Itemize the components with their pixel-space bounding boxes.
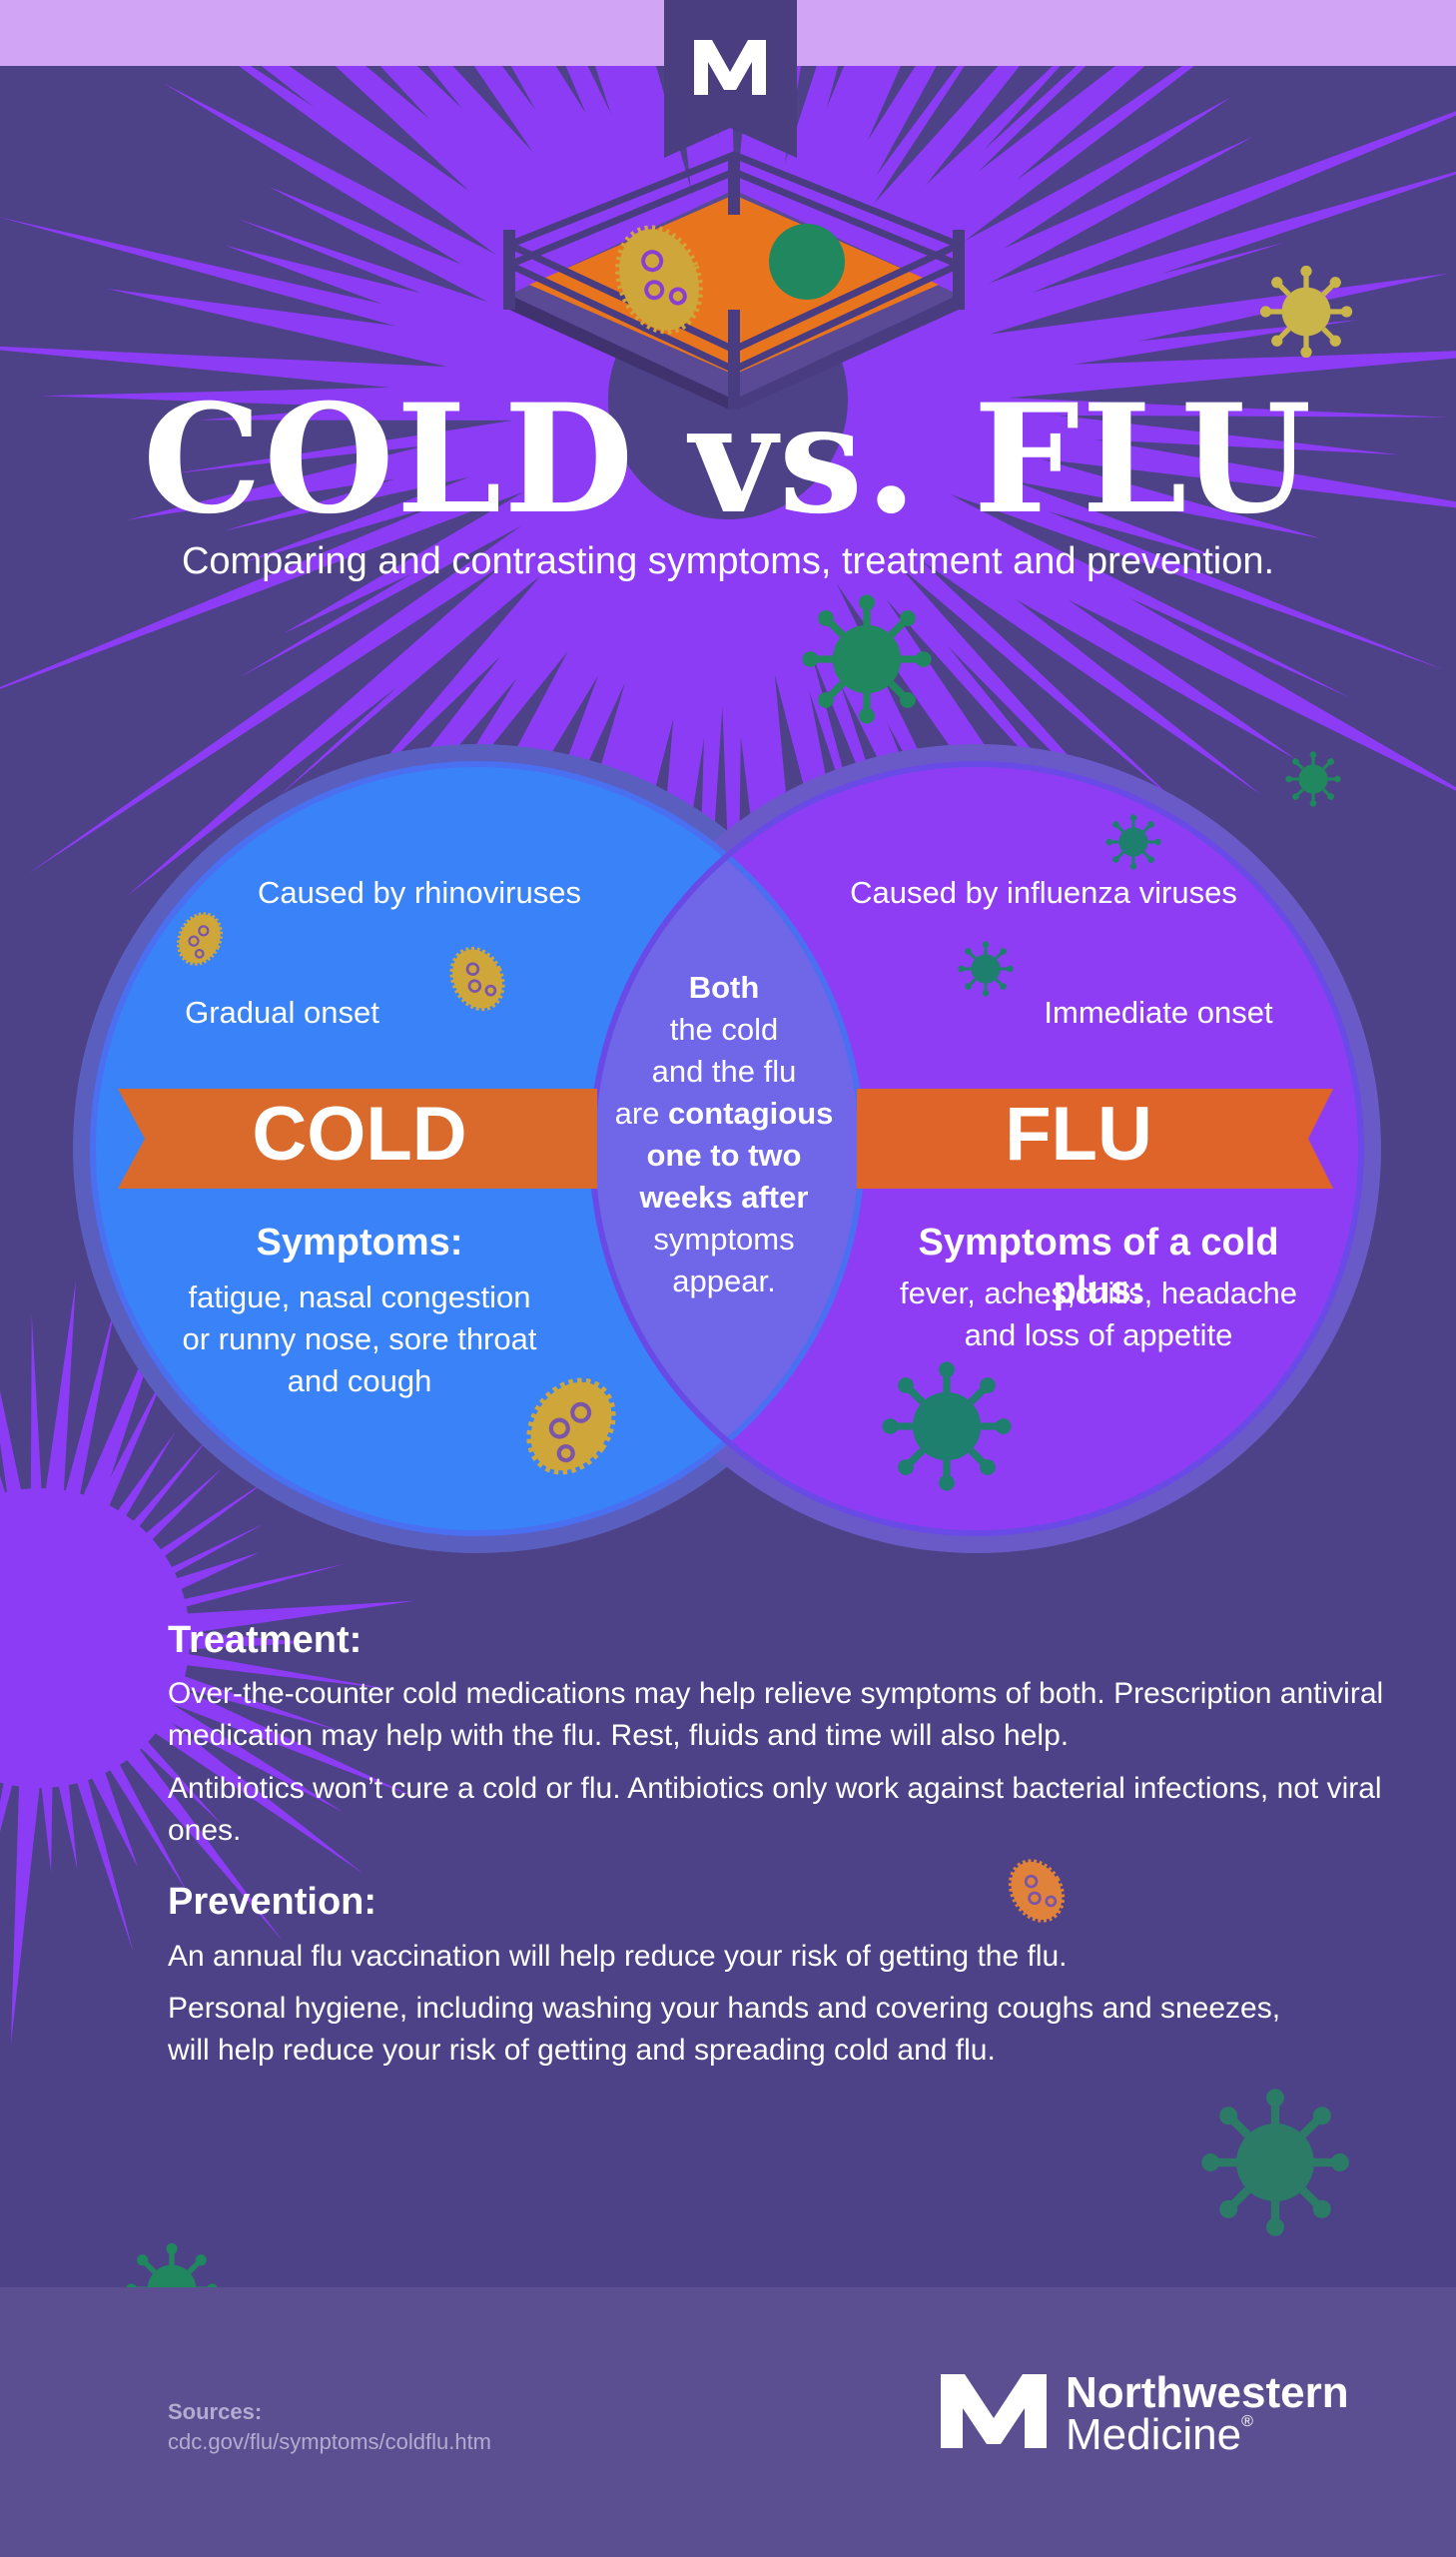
brand-name-northwestern: Northwestern (1066, 2368, 1349, 2417)
brand-name-medicine: Medicine® (1066, 2410, 1253, 2459)
virus-icon (1103, 812, 1163, 872)
boxing-ring-icon (503, 151, 965, 410)
flu-symptoms-list: fever, aches,chills, headache and loss o… (899, 1276, 1298, 1352)
flu-cause: Caused by influenza viruses (850, 875, 1237, 910)
footer (0, 2287, 1456, 2557)
nm-logo-icon (664, 0, 797, 158)
sources-link[interactable]: cdc.gov/flu/symptoms/coldflu.htm (168, 2429, 492, 2454)
bacteria-icon (1001, 1853, 1072, 1929)
bacteria-icon (172, 908, 229, 971)
sources-label: Sources: (168, 2399, 263, 2424)
prevention-paragraph-2: Personal hygiene, including washing your… (168, 1992, 1281, 2067)
overlap-region (592, 764, 862, 1533)
virus-icon (956, 939, 1016, 999)
bacteria-icon (443, 941, 511, 1016)
flu-ribbon (857, 1089, 1333, 1189)
cold-onset: Gradual onset (185, 995, 379, 1030)
virus-icon (1283, 749, 1343, 809)
cold-symptoms-title: Symptoms: (256, 1222, 463, 1264)
virus-icon (803, 595, 931, 723)
cold-label: COLD (252, 1092, 467, 1177)
nm-brand-logo-icon (941, 2374, 1047, 2448)
page-title: COLD vs. FLU (142, 372, 1314, 547)
flu-symptoms-title: Symptoms of a cold plus: (918, 1222, 1279, 1311)
virus-icon (1260, 266, 1352, 358)
treatment-paragraph-1: Over-the-counter cold medications may he… (168, 1677, 1384, 1752)
venn-diagram (73, 744, 1381, 1553)
flu-onset: Immediate onset (1044, 995, 1273, 1030)
treatment-title: Treatment: (168, 1619, 363, 1661)
treatment-paragraph-2: Antibiotics won’t cure a cold or flu. An… (168, 1772, 1382, 1847)
cold-cause: Caused by rhinoviruses (258, 875, 581, 910)
cold-ribbon (118, 1089, 597, 1189)
flu-label: FLU (1005, 1092, 1152, 1177)
prevention-paragraph-1: An annual flu vaccination will help redu… (168, 1940, 1068, 1973)
virus-icon (883, 1362, 1011, 1490)
prevention-title: Prevention: (168, 1881, 377, 1923)
both-contagious-note: Both the cold and the flu are contagious… (614, 970, 834, 1298)
virus-icon (1202, 2090, 1348, 2235)
page-subtitle: Comparing and contrasting symptoms, trea… (181, 540, 1275, 582)
cold-symptoms-list: fatigue, nasal congestion or runny nose,… (182, 1279, 537, 1398)
